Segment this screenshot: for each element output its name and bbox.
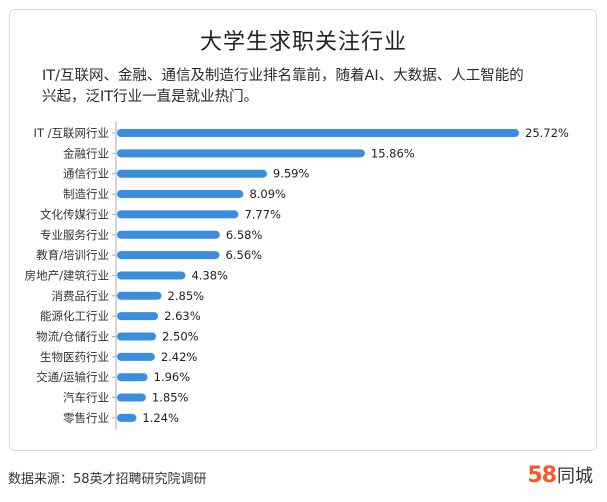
category-label: 交通/运输行业 (36, 370, 109, 384)
bar (117, 271, 186, 280)
subtitle-line-2: 兴起，泛IT行业一直是就业热门。 (42, 89, 259, 105)
value-label: 6.56% (226, 248, 263, 262)
value-label: 15.86% (371, 146, 415, 160)
bar (117, 230, 220, 239)
brand-logo-text: 同城 (557, 466, 593, 487)
category-label: 教育/培训行业 (36, 248, 109, 262)
bar (117, 129, 519, 137)
bar (117, 332, 157, 341)
category-label: 通信行业 (63, 167, 109, 181)
category-label: IT /互联网行业 (34, 126, 109, 140)
subtitle-line-1: IT/互联网、金融、通信及制造行业排名靠前，随着AI、大数据、人工智能的 (42, 68, 524, 84)
bar (117, 413, 137, 422)
category-label: 消费品行业 (52, 289, 110, 303)
category-label: 文化传媒行业 (40, 207, 109, 221)
value-label: 7.77% (244, 207, 281, 221)
chart-card (9, 9, 597, 451)
category-label: 专业服务行业 (40, 228, 109, 242)
chart-subtitle: IT/互联网、金融、通信及制造行业排名靠前，随着AI、大数据、人工智能的 兴起，… (42, 66, 572, 108)
value-label: 25.72% (525, 126, 569, 140)
category-label: 金融行业 (63, 146, 109, 160)
bar (117, 291, 162, 300)
bar (117, 169, 267, 178)
value-label: 2.63% (164, 309, 201, 323)
value-label: 1.85% (152, 391, 189, 405)
category-label: 生物医药行业 (40, 350, 109, 364)
category-label: 汽车行业 (63, 391, 109, 405)
category-label: 物流/仓储行业 (36, 330, 109, 344)
value-label: 4.38% (191, 268, 228, 282)
value-label: 2.42% (161, 350, 198, 364)
bar (117, 251, 220, 260)
data-source-note: 数据来源：58英才招聘研究院调研 (8, 472, 207, 487)
value-label: 2.50% (162, 330, 199, 344)
bar (117, 393, 146, 402)
bar (117, 190, 244, 199)
value-label: 6.58% (226, 228, 263, 242)
bar (117, 312, 159, 321)
chart-title: 大学生求职关注行业 (199, 30, 407, 55)
value-label: 2.85% (168, 289, 205, 303)
category-label: 制造行业 (63, 187, 109, 201)
bar (117, 373, 148, 382)
brand-logo: 58 同城 (527, 460, 593, 490)
value-label: 9.59% (273, 167, 310, 181)
bar (117, 149, 365, 158)
category-label: 能源化工行业 (40, 309, 109, 323)
brand-logo-number: 58 (527, 462, 557, 488)
bar (117, 352, 155, 361)
category-label: 房地产/建筑行业 (25, 268, 109, 282)
value-label: 1.24% (142, 411, 179, 425)
category-label: 零售行业 (63, 411, 109, 425)
value-label: 8.09% (249, 187, 286, 201)
value-label: 1.96% (154, 370, 191, 384)
bar (117, 210, 239, 219)
